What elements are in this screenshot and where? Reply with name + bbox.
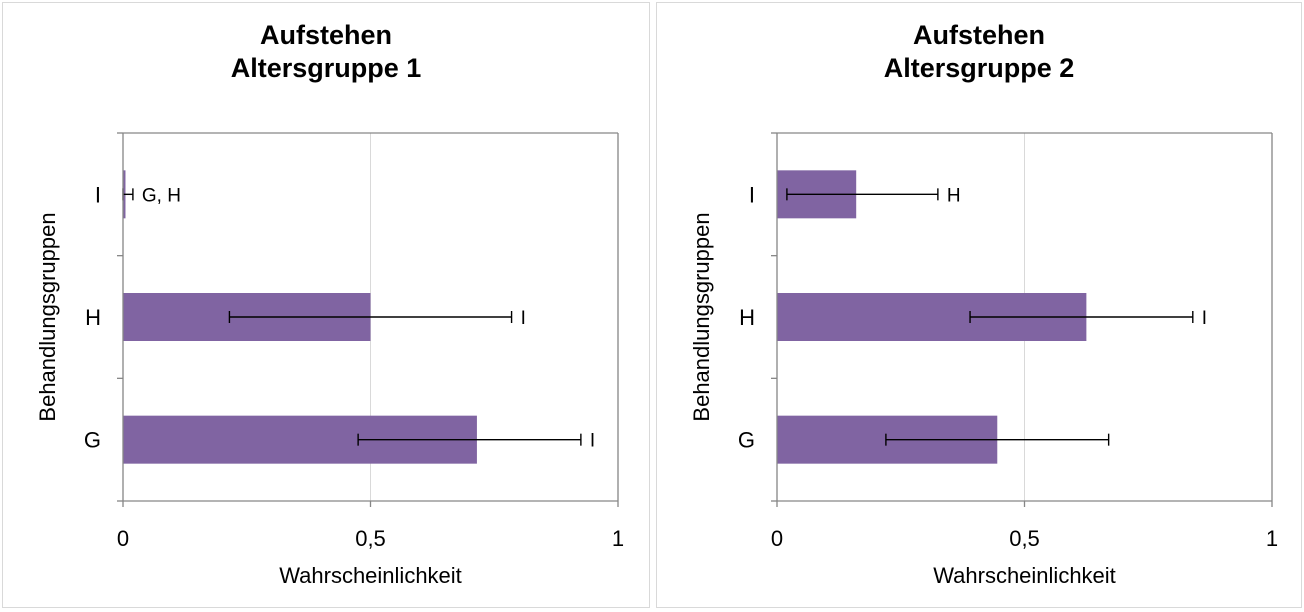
y-tick-label: I — [95, 182, 101, 207]
chart-title: Aufstehen Altersgruppe 2 — [657, 19, 1301, 85]
significance-label: I — [521, 308, 526, 329]
significance-label: H — [947, 185, 961, 206]
y-tick-label: G — [84, 428, 101, 453]
x-tick-label: 0 — [771, 526, 783, 551]
x-tick-label: 0,5 — [355, 526, 386, 551]
chart-title-line-1: Aufstehen — [912, 20, 1045, 50]
x-axis-title: Wahrscheinlichkeit — [279, 563, 462, 588]
y-axis-title: Behandlungsgruppen — [35, 212, 60, 421]
significance-label: G, H — [142, 185, 181, 206]
y-axis-title: Behandlungsgruppen — [689, 212, 714, 421]
y-tick-label: G — [738, 428, 755, 453]
bar-chart-plot: H I I H G 0 0,5 1 Wahrscheinlichkeit Behandlungsg… — [689, 132, 1278, 588]
bar-chart-plot: G, H I I H I G 0 0,5 1 Wahrscheinlichkeit Behandlu… — [35, 132, 624, 588]
significance-label: I — [590, 431, 595, 452]
chart-title-line-2: Altersgruppe 2 — [883, 53, 1075, 83]
chart-panel-altersgruppe-1: Aufstehen Altersgruppe 1 G, H I I H I G 0 0,5 1 W… — [2, 2, 650, 608]
y-tick-label: H — [85, 305, 101, 330]
x-tick-label: 1 — [1266, 526, 1278, 551]
x-tick-label: 0,5 — [1009, 526, 1040, 551]
x-tick-label: 1 — [612, 526, 624, 551]
significance-label: I — [1202, 308, 1207, 329]
chart-title-line-2: Altersgruppe 1 — [230, 53, 422, 83]
chart-title-line-1: Aufstehen — [259, 20, 392, 50]
y-tick-label: H — [739, 305, 755, 330]
y-tick-label: I — [749, 182, 755, 207]
chart-title: Aufstehen Altersgruppe 1 — [3, 19, 649, 85]
chart-panel-altersgruppe-2: Aufstehen Altersgruppe 2 H I I H G 0 0,5 1 Wahrs… — [656, 2, 1302, 608]
x-axis-title: Wahrscheinlichkeit — [933, 563, 1116, 588]
x-tick-label: 0 — [117, 526, 129, 551]
